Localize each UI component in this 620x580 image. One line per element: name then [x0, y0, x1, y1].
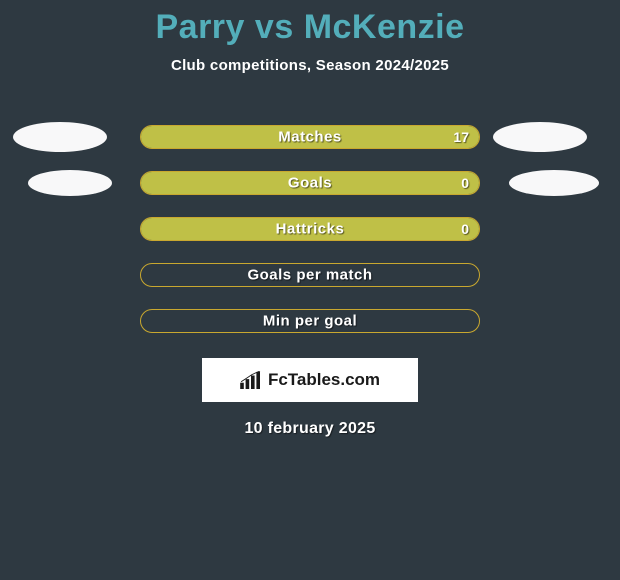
right-marker-icon	[509, 170, 599, 196]
stat-pill: 0Hattricks	[140, 217, 480, 241]
stat-value-right: 0	[461, 175, 469, 191]
stat-pill: Min per goal	[140, 309, 480, 333]
title-joiner: vs	[255, 8, 294, 46]
stat-row: 0Hattricks	[0, 206, 620, 252]
stat-value-right: 17	[453, 129, 469, 145]
left-marker-icon	[13, 122, 107, 152]
subtitle: Club competitions, Season 2024/2025	[0, 57, 620, 74]
left-marker-icon	[28, 170, 112, 196]
stat-pill: 17Matches	[140, 125, 480, 149]
stat-row: 0Goals	[0, 160, 620, 206]
stat-row: 17Matches	[0, 114, 620, 160]
snapshot-date: 10 february 2025	[0, 420, 620, 438]
stat-pill: 0Goals	[140, 171, 480, 195]
source-logo: FcTables.com	[202, 358, 418, 402]
stat-label: Goals per match	[141, 267, 479, 284]
chart-icon	[240, 371, 262, 389]
title-player1: Parry	[155, 8, 244, 46]
stat-fill	[141, 126, 479, 148]
stat-pill: Goals per match	[140, 263, 480, 287]
right-marker-icon	[493, 122, 587, 152]
stat-row: Min per goal	[0, 298, 620, 344]
page-title: Parry vs McKenzie	[0, 0, 620, 47]
stat-fill	[141, 172, 479, 194]
logo-text: FcTables.com	[268, 370, 380, 390]
stat-label: Min per goal	[141, 313, 479, 330]
root: Parry vs McKenzie Club competitions, Sea…	[0, 0, 620, 580]
title-player2: McKenzie	[304, 8, 465, 46]
stat-row: Goals per match	[0, 252, 620, 298]
stats-bars: 17Matches 0Goals 0Hattricks Goals per match…	[0, 114, 620, 344]
stat-fill	[141, 218, 479, 240]
stat-value-right: 0	[461, 221, 469, 237]
